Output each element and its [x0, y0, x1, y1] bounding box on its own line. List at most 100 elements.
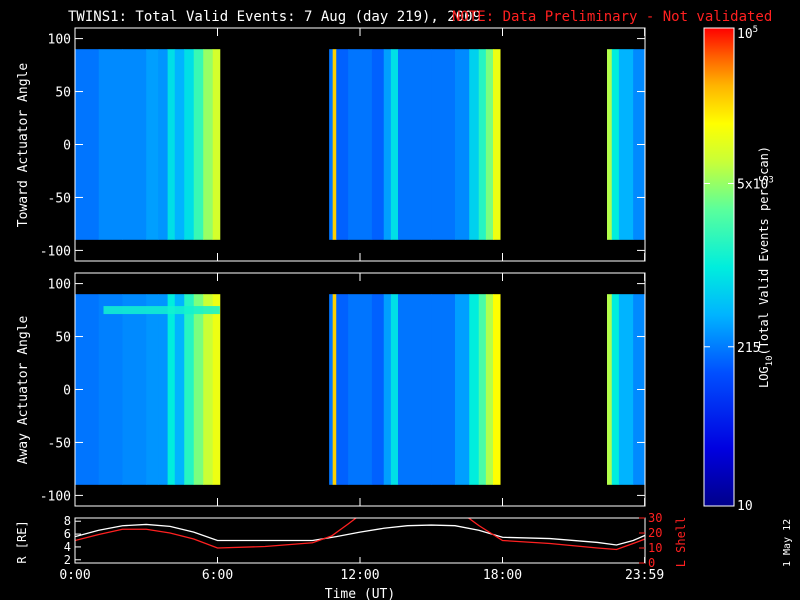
orbit-x-tick-label: 23:59 [625, 568, 664, 583]
orbit-left-y-tick-label: 4 [64, 540, 71, 554]
away-heatmap-cell [158, 294, 169, 485]
preliminary-note: NOTE: Data Preliminary - Not validated [452, 9, 772, 25]
away-heatmap-cell [184, 294, 195, 485]
toward-heatmap-cell [174, 49, 185, 240]
colorbar-label-rest: (Total Valid Events per Scan) [757, 146, 771, 356]
away-heatmap-cell [146, 294, 159, 485]
colorbar-frame [703, 27, 735, 507]
away-heatmap-cell [122, 294, 147, 485]
toward-y-axis-label: Toward Actuator Angle [16, 63, 31, 228]
toward-heatmap-cell [122, 49, 147, 240]
colorbar-label-prefix: LOG [757, 366, 771, 388]
toward-heatmap-cell [611, 49, 620, 240]
away-heatmap-cell [611, 294, 620, 485]
x-axis-label: Time (UT) [325, 587, 395, 600]
away-heatmap-cell [348, 294, 373, 485]
colorbar-tick-label: 5x103 [737, 175, 774, 192]
toward-y-tick-label: 0 [63, 139, 71, 154]
toward-heatmap-cell [383, 49, 392, 240]
orbit-x-tick-label: 12:00 [340, 568, 379, 583]
away-heatmap-cell [383, 294, 392, 485]
toward-heatmap-cell [469, 49, 480, 240]
orbit-left-y-tick-label: 2 [64, 553, 71, 567]
away-y-tick-label: -50 [48, 436, 71, 451]
lshell-series-line [75, 518, 645, 551]
colorbar-label: LOG10(Total Valid Events per Scan) [757, 146, 775, 388]
orbit-left-axis-label: R [RE] [15, 520, 29, 563]
away-y-tick-label: 50 [55, 331, 71, 346]
toward-heatmap-cell [478, 49, 487, 240]
away-heatmap-cell [212, 294, 221, 485]
away-y-tick-label: -100 [40, 489, 71, 504]
colorbar-label-sub: 10 [765, 355, 775, 366]
away-x-ticks [74, 273, 646, 506]
orbit-left-y-tick-label: 8 [64, 514, 71, 528]
toward-heatmap-cell [607, 49, 613, 240]
toward-heatmap-cell [332, 49, 337, 240]
toward-y-ticks: 100 50 0 -50 -100 [40, 33, 645, 259]
away-heatmap-cell [174, 294, 185, 485]
orbit-lines [75, 518, 645, 551]
away-heatmap-cell [431, 294, 456, 485]
colorbar-tick-label: 105 [737, 25, 758, 42]
figure-title: TWINS1: Total Valid Events: 7 Aug (day 2… [68, 9, 481, 25]
toward-heatmap-cell [455, 49, 470, 240]
toward-heatmap-cell [336, 49, 349, 240]
colorbar-ticks: 105 5x103 215 10 [704, 25, 774, 514]
toward-heatmap-cell [98, 49, 123, 240]
toward-heatmap-cell [158, 49, 169, 240]
toward-heatmap-cell [193, 49, 204, 240]
toward-heatmap-cell [493, 49, 501, 240]
away-heatmap-cell [167, 294, 176, 485]
away-heatmap-cell [329, 294, 334, 485]
away-heatmap-cell [469, 294, 480, 485]
toward-heatmap-cell [329, 49, 334, 240]
toward-y-tick-label: 50 [55, 86, 71, 101]
away-heatmap-cell [390, 294, 399, 485]
toward-heatmap-cell [618, 49, 634, 240]
orbit-right-y-tick-label: 30 [648, 511, 662, 525]
orbit-x-tick-label: 6:00 [202, 568, 233, 583]
away-heatmap-cell [607, 294, 613, 485]
toward-heatmap-cell [212, 49, 221, 240]
toward-heatmap-cell [485, 49, 494, 240]
toward-heatmap-cell [203, 49, 214, 240]
away-heatmap-cell [398, 294, 432, 485]
away-panel: 100 50 0 -50 -100 Away Actuator Angle [16, 272, 646, 507]
side-stamp: 1 May 12 [782, 519, 793, 567]
away-heatmap-cell [203, 294, 214, 485]
orbit-plot-area [75, 518, 645, 563]
toward-heatmap-cell [371, 49, 385, 240]
toward-heatmap-cell [431, 49, 456, 240]
toward-heatmap-cell [146, 49, 159, 240]
orbit-right-y-tick-label: 0 [648, 556, 655, 570]
toward-heatmap-cell [184, 49, 195, 240]
orbit-right-y-tick-label: 10 [648, 541, 662, 555]
orbit-x-ticks: 0:00 6:00 12:00 18:00 23:59 [59, 557, 664, 583]
toward-heatmap-cell [398, 49, 432, 240]
away-heatmap-cell [332, 294, 337, 485]
away-y-ticks: 100 50 0 -50 -100 [40, 278, 645, 504]
away-heatmap-cell [336, 294, 349, 485]
toward-panel: 100 50 0 -50 -100 Toward Actuator Angle [16, 27, 646, 262]
r-series-line [75, 523, 645, 546]
away-heatmap-band [103, 306, 220, 315]
away-heatmap-cell [455, 294, 470, 485]
orbit-right-axis-label: L Shell [674, 517, 688, 568]
toward-y-tick-label: -50 [48, 191, 71, 206]
toward-y-tick-label: -100 [40, 244, 71, 259]
away-heatmap-cell [618, 294, 634, 485]
away-heatmap-cell [478, 294, 487, 485]
away-heatmap-cell [371, 294, 385, 485]
colorbar-tick-label: 10 [737, 499, 753, 514]
away-y-tick-label: 0 [63, 384, 71, 399]
orbit-x-tick-label: 0:00 [59, 568, 90, 583]
orbit-right-y-tick-label: 20 [648, 526, 662, 540]
toward-heatmap [75, 49, 646, 240]
away-heatmap-cell [485, 294, 494, 485]
orbit-x-tick-label: 18:00 [483, 568, 522, 583]
